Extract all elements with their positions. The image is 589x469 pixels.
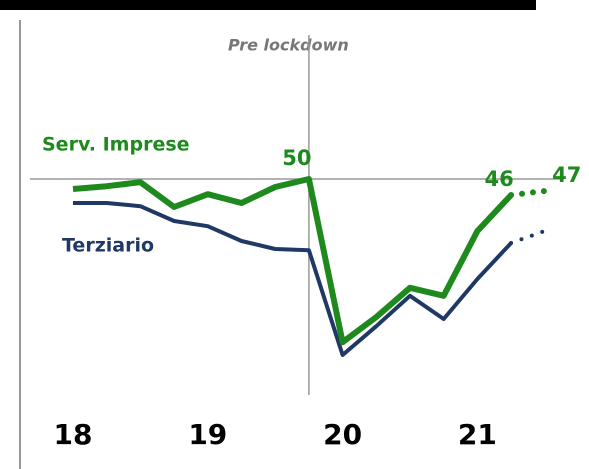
x-tick-label: 20 (323, 418, 362, 451)
series-projection (508, 188, 548, 198)
series-label: Terziario (62, 235, 154, 257)
top-bar (0, 0, 536, 10)
data-label: 47 (552, 163, 581, 187)
series-label: Serv. Imprese (42, 134, 190, 156)
x-tick-label: 21 (458, 418, 497, 451)
annotation: Pre lockdown (228, 36, 349, 55)
data-label: 50 (282, 146, 311, 170)
series-line (73, 201, 513, 357)
series-line (72, 176, 514, 346)
x-tick-label: 19 (188, 418, 227, 451)
series-projection (509, 229, 547, 245)
x-tick-label: 18 (54, 418, 93, 451)
data-label: 46 (484, 167, 513, 191)
